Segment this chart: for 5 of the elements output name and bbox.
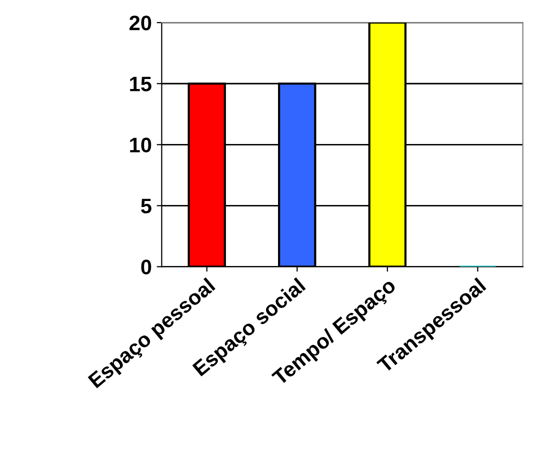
y-tick-label: 0 bbox=[141, 260, 152, 274]
y-tick-label: 20 bbox=[130, 16, 152, 30]
y-tick-label: 10 bbox=[130, 138, 152, 152]
y-tick-label: 5 bbox=[141, 198, 152, 214]
y-tick-label: 15 bbox=[130, 76, 152, 92]
